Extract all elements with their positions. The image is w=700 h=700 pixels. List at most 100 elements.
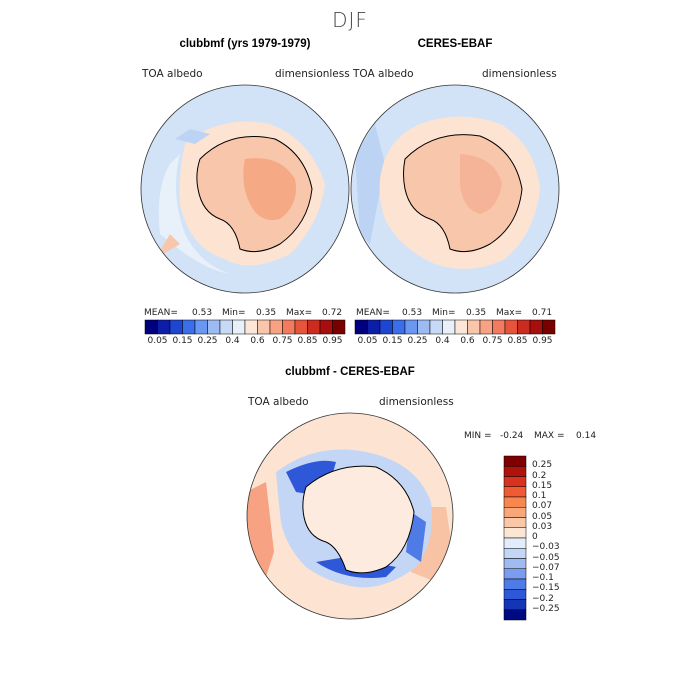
colorbar-tick-label: 0.6 [250, 336, 265, 346]
panel-1-mean-value: 0.53 [192, 308, 213, 318]
colorbar-swatch [144, 319, 158, 335]
colorbar-tick-label: 0.03 [532, 521, 553, 532]
panel-1-max-label: Max= [286, 308, 313, 318]
colorbar-swatch [332, 319, 346, 335]
diff-max-label: MAX = [534, 431, 565, 441]
panel-2-max-label: Max= [496, 308, 523, 318]
colorbar-tick-label: 0.85 [297, 336, 318, 346]
colorbar-swatch [194, 319, 208, 335]
panel-1-variable-label: TOA albedo [142, 68, 203, 80]
colorbar-swatch [244, 319, 258, 335]
diff-panel-map [246, 412, 454, 620]
colorbar-swatch [392, 319, 406, 335]
colorbar-swatch [429, 319, 443, 335]
colorbar-tick-label: 0.05 [532, 511, 553, 522]
colorbar-swatch [157, 319, 171, 335]
colorbar-tick-label: −0.15 [532, 583, 560, 594]
colorbar-swatch [517, 319, 531, 335]
colorbar-tick-label: −0.07 [532, 562, 560, 573]
panel-1-max-value: 0.72 [322, 308, 343, 318]
diff-units-label: dimensionless [379, 396, 454, 408]
colorbar-tick-label: 0.15 [172, 336, 193, 346]
diff-colorbar [503, 455, 527, 621]
colorbar-swatch [504, 319, 518, 335]
colorbar-swatch [467, 319, 481, 335]
panel-1-min-value: 0.35 [256, 308, 277, 318]
panel-1-units-label: dimensionless [275, 68, 350, 80]
colorbar-swatch [169, 319, 183, 335]
colorbar-swatch [232, 319, 246, 335]
colorbar-tick-label: −0.2 [532, 593, 554, 604]
colorbar-tick-label: 0.05 [357, 336, 378, 346]
colorbar-swatch [269, 319, 283, 335]
plateau-high-albedo [460, 154, 502, 214]
diff-max-value: 0.14 [576, 431, 597, 441]
panel-1-colorbar [144, 319, 346, 335]
panel-2-colorbar-ticks: 0.05 0.15 0.25 0.4 0.6 0.75 0.85 0.95 [355, 336, 555, 348]
panel-2-min-label: Min= [432, 308, 456, 318]
colorbar-swatch [219, 319, 233, 335]
colorbar-tick-label: 0.25 [532, 460, 553, 471]
colorbar-swatch [503, 527, 527, 539]
colorbar-swatch [404, 319, 418, 335]
colorbar-tick-label: 0.07 [532, 501, 553, 512]
colorbar-swatch [503, 455, 527, 467]
panel-1-map [140, 84, 350, 294]
colorbar-swatch [207, 319, 221, 335]
colorbar-swatch [503, 609, 527, 621]
colorbar-tick-label: 0.4 [435, 336, 450, 346]
ocean-patch [175, 129, 210, 144]
colorbar-swatch [503, 507, 527, 518]
colorbar-tick-label: 0.15 [382, 336, 403, 346]
colorbar-tick-label: 0.2 [532, 470, 547, 481]
diff-panel-title: clubbmf - CERES-EBAF [285, 366, 415, 378]
colorbar-tick-label: 0.15 [532, 480, 553, 491]
colorbar-swatch [503, 476, 527, 487]
map-boundary [246, 412, 454, 620]
colorbar-swatch [319, 319, 333, 335]
panel-2-title: CERES-EBAF [417, 38, 493, 50]
colorbar-tick-label: 0.85 [507, 336, 528, 346]
colorbar-swatch [367, 319, 381, 335]
plateau-high-albedo [243, 158, 296, 220]
panel-2-colorbar [354, 319, 556, 335]
colorbar-swatch [503, 568, 527, 580]
colorbar-tick-label: 0.75 [482, 336, 503, 346]
colorbar-swatch [257, 319, 271, 335]
colorbar-swatch [503, 578, 527, 590]
panel-1-title: clubbmf (yrs 1979-1979) [179, 38, 311, 50]
colorbar-tick-label: 0.25 [407, 336, 428, 346]
colorbar-swatch [503, 537, 527, 549]
colorbar-tick-label: 0.1 [532, 491, 547, 501]
colorbar-swatch [307, 319, 321, 335]
colorbar-swatch [282, 319, 296, 335]
colorbar-tick-label: −0.05 [532, 552, 560, 563]
colorbar-swatch [354, 319, 368, 335]
colorbar-tick-label: −0.1 [532, 573, 554, 583]
colorbar-swatch [503, 589, 527, 600]
colorbar-tick-label: 0.25 [197, 336, 218, 346]
season-title: DJF [332, 8, 368, 32]
colorbar-tick-label: 0.4 [225, 336, 240, 346]
colorbar-swatch [503, 496, 527, 508]
colorbar-tick-label: −0.25 [532, 603, 560, 614]
panel-2-units-label: dimensionless [482, 68, 557, 80]
colorbar-swatch [294, 319, 308, 335]
colorbar-swatch [503, 548, 527, 559]
colorbar-swatch [529, 319, 543, 335]
colorbar-tick-label: 0.05 [147, 336, 168, 346]
map-boundary [140, 84, 350, 294]
colorbar-swatch [417, 319, 431, 335]
colorbar-swatch [454, 319, 468, 335]
antarctica-outline [302, 465, 415, 574]
panel-1-min-label: Min= [222, 308, 246, 318]
panel-1-mean-label: MEAN= [144, 308, 178, 318]
colorbar-swatch [503, 466, 527, 477]
panel-2-min-value: 0.35 [466, 308, 487, 318]
panel-2-mean-value: 0.53 [402, 308, 423, 318]
panel-2-map [350, 84, 560, 294]
diff-min-value: -0.24 [500, 431, 524, 441]
panel-2-variable-label: TOA albedo [353, 68, 414, 80]
diff-colorbar-ticks: 0.25 0.2 0.15 0.1 0.07 0.05 0.03 0 −0.03 −0.05 −0.… [532, 456, 582, 620]
colorbar-swatch [503, 599, 527, 610]
